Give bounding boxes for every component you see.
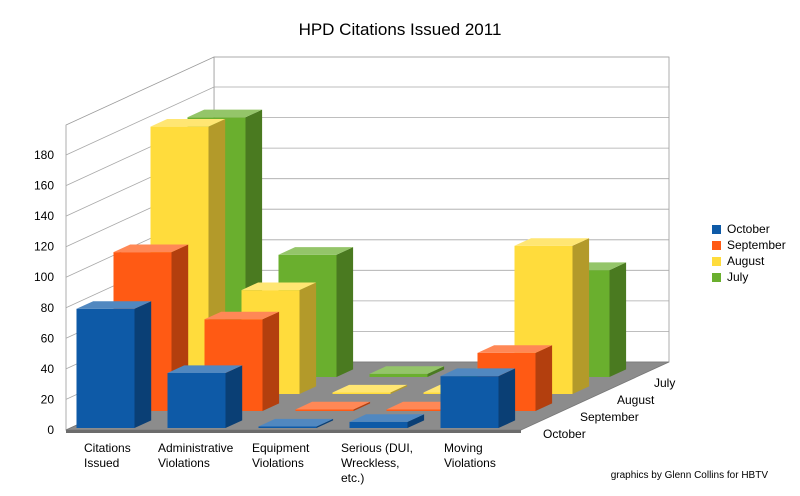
y-tick-label-5: 100 [34,270,54,284]
bar-side-august-2 [390,384,408,394]
category-label-0: Citations Issued [84,441,131,470]
y-tick-label-3: 60 [41,331,55,345]
bar-front-october-1 [167,373,226,428]
bar-front-september-2 [295,409,354,411]
depth-label-september: September [580,410,639,424]
bar-top-august-1 [241,282,317,291]
bar-top-september-2 [295,401,371,410]
category-label-3: Serious (DUI, Wreckless, etc.) [341,441,414,485]
bar-side-august-1 [299,282,317,394]
y-tick-label-2: 40 [41,362,55,376]
category-label-2: Equipment Violations [252,441,310,470]
bar-side-july-2 [427,366,445,377]
bar-top-october-4 [440,368,516,377]
bar-top-october-1 [167,365,243,373]
bar-front-september-3 [386,409,445,411]
bar-side-october-1 [225,365,243,428]
depth-label-july: July [654,376,675,390]
bar-side-september-1 [262,311,280,411]
bar-side-october-3 [407,414,425,428]
y-tick-label-0: 0 [47,423,54,437]
legend-item-october: October [712,221,786,237]
legend-item-august: August [712,253,786,269]
depth-label-october: October [543,427,586,441]
legend-label-july: July [727,270,749,284]
bar-top-july-0 [187,109,263,118]
y-tick-label-4: 80 [41,301,55,315]
bar-top-october-2 [258,418,334,427]
bar-side-october-2 [316,418,334,428]
bar-side-august-4 [572,238,590,394]
bar-top-october-0 [76,301,152,309]
category-label-4: Moving Violations [444,441,496,470]
legend-item-september: September [712,237,786,253]
bar-top-september-0 [113,244,189,253]
credit-text: graphics by Glenn Collins for HBTV [610,470,768,481]
bar-top-july-1 [278,247,354,255]
bar-side-october-4 [498,368,516,428]
legend-label-august: August [727,254,765,268]
bar-front-october-4 [440,376,499,428]
bar-top-august-2 [332,384,408,393]
bar-side-september-4 [535,345,553,411]
bar-top-august-0 [150,119,226,127]
y-tick-label-8: 160 [34,179,54,193]
depth-label-august: August [617,393,655,407]
y-tick-label-9: 180 [34,148,54,162]
floor-edge [66,430,521,433]
bar-side-september-2 [353,401,371,411]
bar-side-october-0 [134,301,152,428]
bar-side-july-4 [609,262,627,377]
legend-swatch-august [712,256,721,266]
bar-top-september-1 [204,311,280,320]
gridline-9 [65,86,669,156]
y-tick-label-1: 20 [41,392,55,406]
bar-top-october-3 [349,414,425,422]
legend-label-september: September [727,238,786,252]
legend-swatch-october [712,224,721,234]
bar-front-october-3 [349,421,408,428]
bar-top-september-4 [477,345,553,353]
bar-front-july-2 [369,373,428,377]
category-label-1: Administrative Violations [158,441,234,470]
bar-top-july-2 [369,366,445,374]
y-tick-label-6: 120 [34,240,54,254]
legend-swatch-july [712,272,721,282]
y-tick-label-7: 140 [34,209,54,223]
legend-label-october: October [727,222,770,236]
bar-front-october-2 [258,426,317,428]
bar-side-july-1 [336,247,354,377]
legend-item-july: July [712,269,786,285]
legend: October September August July [712,221,786,285]
bar-front-october-0 [76,308,135,428]
legend-swatch-september [712,240,721,250]
bar-top-august-4 [514,238,590,246]
bar-front-august-2 [332,392,391,394]
chart-title: HPD Citations Issued 2011 [298,20,502,39]
